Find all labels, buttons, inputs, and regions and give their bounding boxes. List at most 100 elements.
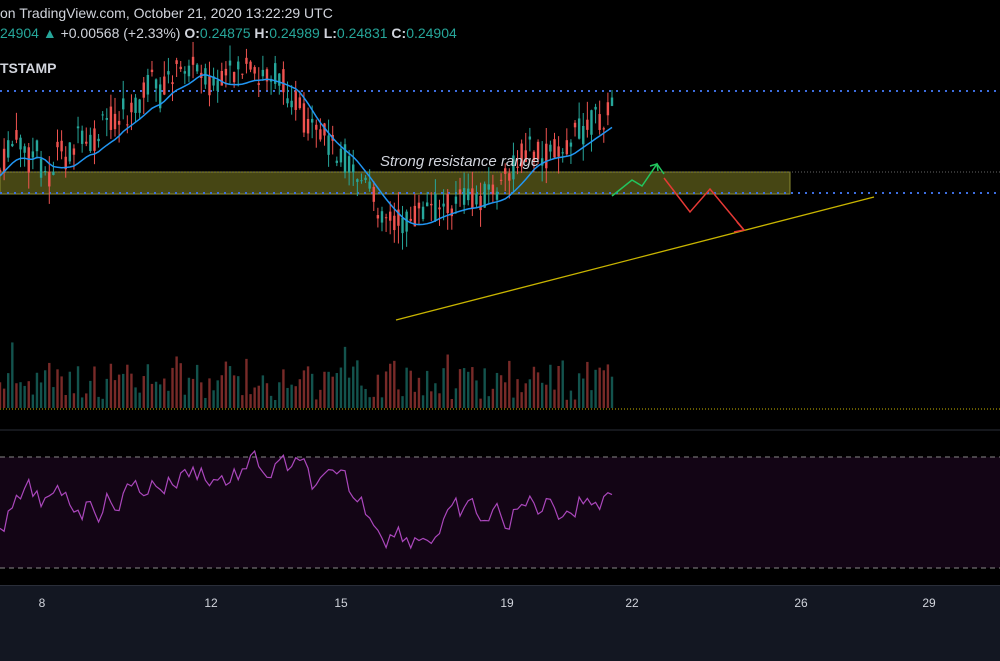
volume-bar	[577, 373, 581, 408]
volume-bar	[368, 397, 371, 408]
candle-body	[93, 128, 96, 151]
volume-bar	[290, 384, 293, 408]
candle-body	[237, 61, 240, 70]
volume-bar	[413, 391, 417, 408]
candle-body	[245, 57, 248, 64]
last-price: 24904	[0, 25, 39, 41]
volume-bar	[11, 342, 14, 408]
volume-bar	[491, 388, 495, 408]
volume-bar	[405, 367, 408, 408]
x-tick: 15	[334, 596, 348, 610]
volume-bar	[216, 380, 219, 408]
candle-body	[224, 68, 228, 76]
volume-bar	[380, 397, 384, 408]
volume-bar	[298, 379, 302, 408]
candle-body	[7, 140, 10, 158]
candle-body	[512, 155, 515, 180]
rsi-line	[0, 449, 613, 550]
candle-body	[31, 151, 35, 158]
price-chart[interactable]	[0, 0, 1000, 585]
arrow-head-icon	[649, 163, 659, 172]
volume-bar	[561, 360, 564, 408]
volume-bar	[516, 379, 519, 408]
candle-body	[183, 71, 187, 74]
volume-bar	[532, 366, 536, 408]
candle-body	[167, 71, 170, 75]
x-tick: 29	[922, 596, 936, 610]
moving-average-line	[0, 73, 613, 226]
candle-body	[27, 147, 30, 173]
volume-bar	[545, 384, 548, 408]
volume-bar	[113, 380, 117, 408]
x-tick: 22	[625, 596, 639, 610]
volume-bar	[310, 373, 314, 408]
candle-body	[339, 148, 343, 163]
candle-body	[372, 186, 375, 202]
candle-body	[35, 140, 39, 152]
volume-bar	[339, 367, 343, 408]
volume-bar	[594, 369, 597, 408]
volume-bar	[487, 396, 490, 408]
candle-body	[557, 146, 560, 157]
candle-body	[421, 206, 425, 220]
volume-bar	[467, 371, 470, 408]
volume-bar	[179, 363, 182, 408]
volume-bar	[150, 383, 154, 408]
volume-bar	[450, 399, 454, 408]
volume-bar	[446, 354, 449, 408]
candle-body	[504, 168, 507, 174]
candle-body	[146, 74, 150, 95]
candle-body	[39, 158, 43, 178]
volume-bar	[343, 346, 347, 408]
volume-bar	[261, 375, 265, 408]
candle-body	[495, 191, 499, 200]
volume-bar	[569, 390, 573, 408]
volume-bar	[278, 382, 281, 408]
volume-bar	[134, 387, 137, 408]
candle-body	[545, 143, 548, 169]
volume-bar	[499, 375, 503, 408]
candle-body	[569, 142, 573, 147]
candle-body	[191, 56, 195, 65]
candle-body	[97, 138, 100, 142]
volume-bar	[85, 393, 88, 408]
volume-bar	[43, 370, 47, 408]
candle-body	[499, 179, 503, 181]
volume-bar	[364, 388, 367, 408]
volume-bar	[117, 374, 121, 408]
candle-body	[454, 196, 458, 204]
volume-bar	[224, 361, 228, 408]
candle-body	[257, 83, 260, 85]
candle-body	[0, 169, 2, 172]
volume-bar	[347, 377, 351, 408]
volume-bar	[146, 364, 150, 408]
candle-body	[195, 64, 199, 72]
x-tick: 8	[38, 596, 46, 610]
volume-bar	[212, 390, 215, 408]
x-tick: 26	[794, 596, 808, 610]
candle-body	[347, 156, 351, 173]
candle-body	[462, 188, 466, 205]
volume-bar	[126, 364, 129, 408]
candle-body	[150, 69, 154, 73]
candle-body	[64, 156, 67, 170]
volume-bar	[187, 377, 191, 408]
candle-body	[212, 76, 215, 86]
bullish-projection	[611, 162, 665, 197]
candle-body	[323, 123, 326, 136]
low-value: 0.24831	[336, 25, 388, 41]
candle-body	[491, 184, 495, 195]
ascending-trendline	[395, 196, 875, 321]
volume-bar	[397, 389, 400, 408]
volume-bar	[384, 371, 388, 408]
time-axis[interactable]: 8 12 15 19 22 26 29	[0, 585, 1000, 661]
volume-bar	[430, 391, 433, 408]
x-tick: 12	[204, 596, 218, 610]
candle-body	[413, 205, 417, 227]
volume-bar	[557, 365, 560, 408]
candle-body	[163, 76, 166, 95]
candle-body	[43, 170, 47, 172]
resistance-annotation: Strong resistance range	[380, 153, 540, 170]
high-label: H:	[254, 25, 270, 41]
volume-bar	[167, 390, 170, 408]
